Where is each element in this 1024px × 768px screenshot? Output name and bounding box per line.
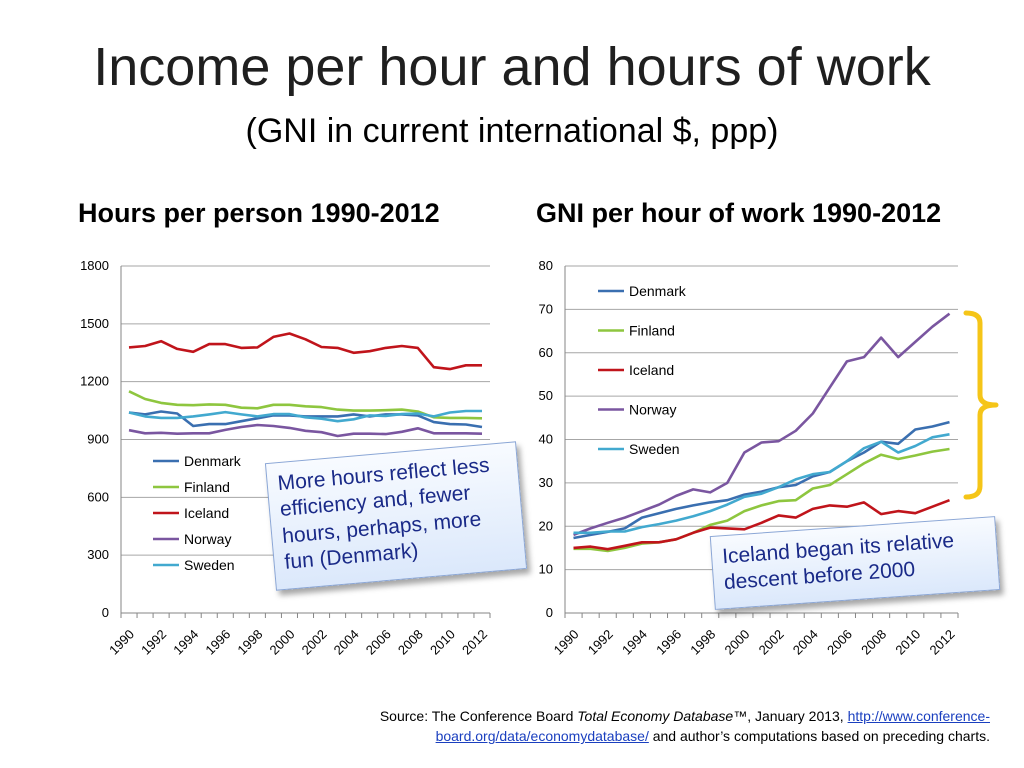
source-database-name: Total Economy Database [577,708,734,724]
hours-series-line-sweden [128,409,482,423]
gni-y-tick-label: 20 [539,518,553,533]
hours-legend-label-finland: Finland [184,479,230,495]
gni-y-tick-label: 70 [539,301,553,316]
hours-x-tick-label: 2004 [331,627,362,658]
hours-x-tick-label: 2008 [395,627,426,658]
source-mid: ™, January 2013, [733,708,848,724]
hours-y-tick-label: 1500 [80,316,109,331]
gni-y-tick-label: 60 [539,345,553,360]
gni-y-tick-label: 10 [539,562,553,577]
hours-legend-label-iceland: Iceland [184,505,229,521]
hours-legend-label-sweden: Sweden [184,557,235,573]
gni-x-tick-label: 2010 [892,627,923,658]
hours-y-tick-label: 600 [87,489,109,504]
source-note: Source: The Conference Board Total Econo… [290,706,990,747]
gni-legend-label-iceland: Iceland [629,362,674,378]
chart-title-gni: GNI per hour of work 1990-2012 [536,198,942,228]
hours-legend-label-norway: Norway [184,531,231,547]
hours-x-tick-label: 1998 [234,627,265,658]
hours-legend-label-denmark: Denmark [184,453,242,469]
gni-x-tick-label: 1996 [653,627,684,658]
hours-x-tick-label: 2010 [427,627,458,658]
hours-y-tick-label: 0 [102,605,109,620]
hours-series-line-norway [128,423,483,438]
gni-x-tick-label: 2012 [927,627,958,658]
gni-y-tick-label: 0 [546,605,553,620]
bracket-annotation [963,310,999,500]
gni-x-tick-label: 1994 [619,627,650,658]
gni-series-line-iceland [573,498,950,551]
gni-x-tick-label: 2004 [790,627,821,658]
gni-x-tick-label: 2002 [756,627,787,658]
hours-x-tick-label: 1990 [106,627,137,658]
hours-y-tick-label: 1800 [80,258,109,273]
hours-x-tick-label: 2012 [459,627,490,658]
source-suffix: and author’s computations based on prece… [648,728,990,745]
hours-y-tick-label: 900 [87,432,109,447]
gni-x-tick-label: 2008 [858,627,889,658]
gni-legend-label-denmark: Denmark [629,283,687,299]
hours-x-tick-label: 2000 [267,627,298,658]
gni-y-tick-label: 30 [539,475,553,490]
gni-x-tick-label: 2006 [824,627,855,658]
gni-series-line-denmark [573,420,950,540]
gni-x-tick-label: 1992 [585,627,616,658]
hours-series-line-denmark [128,410,483,429]
slide-title: Income per hour and hours of work [93,37,931,97]
gni-legend-label-sweden: Sweden [629,441,680,457]
gni-y-tick-label: 50 [539,388,553,403]
hours-y-tick-label: 1200 [80,374,109,389]
gni-x-tick-label: 1998 [687,627,718,658]
slide-subtitle: (GNI in current international $, ppp) [245,112,779,150]
source-link[interactable]: http://www.conference-board.org/data/eco… [435,708,990,745]
hours-series-line-iceland [128,332,482,371]
gni-series-line-finland [573,447,950,553]
gni-legend-label-finland: Finland [629,323,675,339]
chart-title-hours: Hours per person 1990-2012 [78,198,440,228]
gni-x-tick-label: 1990 [551,627,582,658]
gni-x-tick-label: 2000 [721,627,752,658]
gni-series-line-sweden [573,433,950,535]
gni-y-tick-label: 80 [539,258,553,273]
callout-efficiency-note: More hours reflect less efficiency and, … [264,441,528,591]
hours-x-tick-label: 2002 [299,627,330,658]
hours-x-tick-label: 2006 [363,627,394,658]
hours-x-tick-label: 1994 [170,627,201,658]
gni-series-line-norway [573,312,951,537]
hours-x-tick-label: 1996 [202,627,233,658]
gni-y-tick-label: 40 [539,432,553,447]
hours-y-tick-label: 300 [87,547,109,562]
gni-legend-label-norway: Norway [629,402,676,418]
hours-x-tick-label: 1992 [138,627,169,658]
source-prefix: Source: The Conference Board [379,708,578,724]
